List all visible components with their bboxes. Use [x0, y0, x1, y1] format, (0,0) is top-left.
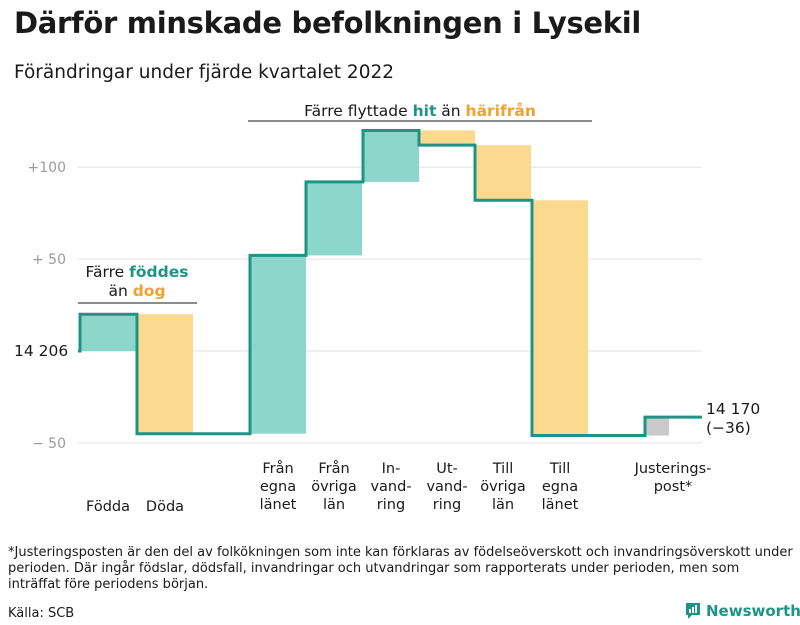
- annotation-part: än: [108, 282, 132, 300]
- waterfall-bar: [645, 417, 669, 436]
- category-label: Från: [318, 460, 349, 477]
- waterfall-bar: [475, 145, 531, 201]
- category-label: Till: [492, 461, 514, 477]
- brand-name: Newsworthy: [706, 602, 800, 620]
- waterfall-bar: [306, 181, 362, 256]
- waterfall-bar: [363, 130, 419, 182]
- newsworthy-logo-icon: [686, 603, 700, 619]
- category-label: ring: [377, 497, 405, 513]
- category-label: länet: [542, 497, 579, 513]
- waterfall-bar: [419, 130, 475, 146]
- brand-logo: Newsworthy: [685, 602, 800, 620]
- category-label: post*: [654, 479, 693, 495]
- category-label: Till: [549, 461, 571, 477]
- category-label: Döda: [146, 499, 184, 515]
- annotation-part: härifrån: [466, 101, 536, 120]
- y-tick-label: − 50: [32, 436, 66, 452]
- annotation-part: dog: [133, 282, 166, 300]
- chart-subtitle: Förändringar under fjärde kvartalet 2022: [14, 62, 395, 83]
- waterfall-chart: +100 + 50 − 50 Födda Döda Från egna länet Från öv…: [14, 101, 760, 515]
- category-label: län: [323, 497, 345, 513]
- category-label: länet: [260, 497, 297, 513]
- annotation-births-deaths: Färre föddes: [86, 263, 189, 281]
- category-label: Från: [262, 460, 293, 477]
- category-label: Födda: [86, 499, 130, 515]
- category-label: vand-: [426, 479, 467, 495]
- category-label: övriga: [311, 479, 357, 495]
- end-value-label: 14 170: [706, 400, 760, 418]
- category-label: vand-: [370, 479, 411, 495]
- waterfall-bar: [532, 200, 588, 436]
- category-label: egna: [542, 479, 578, 495]
- annotation-part: föddes: [129, 263, 188, 281]
- annotation-part: än: [436, 102, 465, 120]
- category-label: ring: [433, 497, 461, 513]
- waterfall-bar: [137, 314, 193, 434]
- category-label: In-: [382, 461, 401, 477]
- annotation-part: hit: [413, 102, 437, 120]
- annotation-births-deaths-2: än dog: [108, 282, 165, 300]
- chart-title: Därför minskade befolkningen i Lysekil: [14, 6, 642, 40]
- end-change-label: (−36): [706, 419, 751, 437]
- start-value-label: 14 206: [14, 342, 68, 360]
- category-label: egna: [260, 479, 296, 495]
- annotation-part: Färre flyttade: [304, 102, 412, 120]
- category-label: övriga: [480, 479, 526, 495]
- category-label: Justerings-: [634, 461, 712, 477]
- y-tick-label: + 50: [32, 252, 66, 268]
- waterfall-bar: [80, 314, 136, 351]
- annotation-migration: Färre flyttade hit än härifrån: [304, 101, 536, 120]
- source-note: Källa: SCB: [8, 606, 75, 621]
- footnote: *Justeringsposten är den del av folkökni…: [8, 545, 793, 592]
- category-label: län: [492, 497, 514, 513]
- running-total-line: [78, 128, 702, 438]
- y-tick-label: +100: [28, 160, 66, 176]
- category-label: Ut-: [436, 461, 458, 477]
- waterfall-bar: [250, 255, 306, 434]
- annotation-part: Färre: [86, 263, 130, 281]
